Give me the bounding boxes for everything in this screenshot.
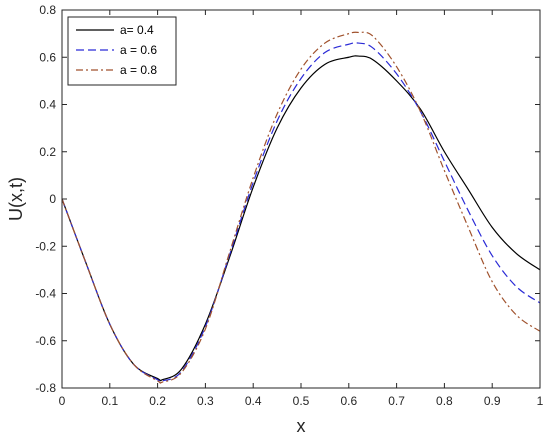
x-tick-label: 0.1 — [101, 394, 118, 408]
y-tick-label: 0.8 — [39, 3, 56, 17]
y-tick-label: 0 — [49, 192, 56, 206]
y-tick-label: 0.6 — [39, 50, 56, 64]
y-axis-label: U(x,t) — [6, 177, 26, 221]
tick-layer: 0 0.1 0.2 0.3 0.4 0.5 0.6 0.7 0.8 0.9 1 -0.8 -0.6 -0.… — [35, 3, 543, 408]
x-tick-label: 0.8 — [436, 394, 453, 408]
x-tick-label: 0.4 — [245, 394, 262, 408]
x-tick-label: 1 — [537, 394, 544, 408]
legend-label-3: a = 0.8 — [120, 63, 157, 77]
x-tick-label: 0.5 — [293, 394, 310, 408]
x-tick-label: 0.9 — [484, 394, 501, 408]
y-tick-label: -0.6 — [35, 334, 56, 348]
x-tick-label: 0.2 — [149, 394, 166, 408]
x-tick-label: 0 — [59, 394, 66, 408]
series-line-3 — [61, 31, 541, 384]
series-layer — [61, 31, 541, 384]
legend: a= 0.4 a = 0.6 a = 0.8 — [67, 16, 177, 86]
legend-box — [67, 16, 177, 86]
x-tick-label: 0.7 — [388, 394, 405, 408]
y-tick-label: -0.2 — [35, 239, 56, 253]
legend-label-1: a= 0.4 — [120, 23, 154, 37]
y-tick-label: 0.4 — [39, 98, 56, 112]
y-tick-label: -0.4 — [35, 287, 56, 301]
x-axis-label: x — [297, 416, 306, 436]
y-tick-label: 0.2 — [39, 145, 56, 159]
x-tick-label: 0.6 — [340, 394, 357, 408]
legend-label-2: a = 0.6 — [120, 43, 157, 57]
series-line-2 — [61, 42, 541, 383]
y-tick-label: -0.8 — [35, 381, 56, 395]
x-tick-label: 0.3 — [197, 394, 214, 408]
